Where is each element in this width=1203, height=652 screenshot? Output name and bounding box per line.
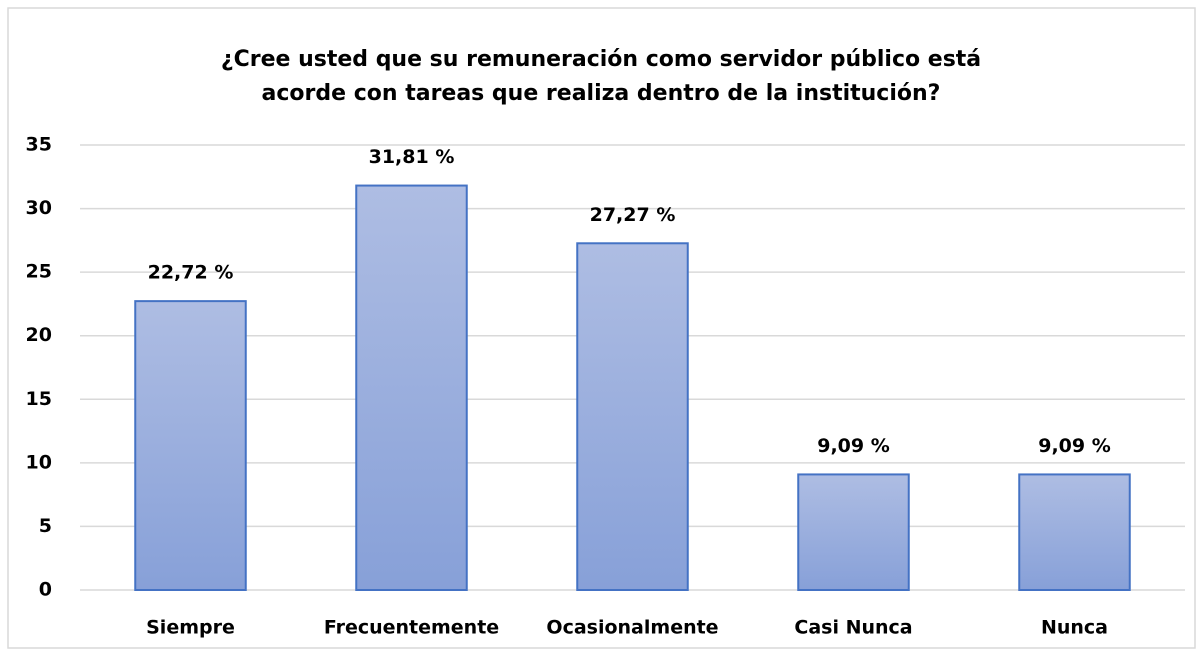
bar	[1018, 473, 1131, 592]
y-tick-label: 20	[26, 324, 52, 346]
y-tick-label: 10	[26, 451, 52, 473]
value-label: 9,09 %	[1038, 435, 1111, 457]
chart-title: ¿Cree usted que su remuneración como ser…	[221, 47, 981, 72]
x-tick-label: Frecuentemente	[324, 617, 499, 639]
value-label: 9,09 %	[817, 435, 890, 457]
bar	[797, 473, 910, 592]
x-tick-label: Nunca	[1041, 617, 1108, 639]
y-tick-label: 30	[26, 197, 52, 219]
bar	[576, 242, 689, 591]
x-tick-label: Ocasionalmente	[546, 617, 718, 639]
x-tick-label: Siempre	[146, 617, 235, 639]
y-tick-label: 0	[39, 579, 52, 601]
value-label: 22,72 %	[148, 262, 234, 284]
bar	[355, 184, 468, 592]
bar	[134, 300, 247, 591]
y-tick-label: 5	[39, 515, 52, 537]
value-label: 31,81 %	[369, 146, 455, 168]
chart-title: acorde con tareas que realiza dentro de …	[262, 81, 941, 106]
y-tick-label: 35	[26, 134, 52, 156]
value-label: 27,27 %	[590, 204, 676, 226]
y-tick-label: 15	[26, 388, 52, 410]
y-tick-label: 25	[26, 261, 52, 283]
x-tick-label: Casi Nunca	[794, 617, 912, 639]
